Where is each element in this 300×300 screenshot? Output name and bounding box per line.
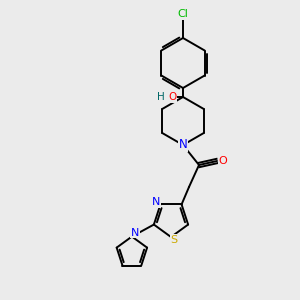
Text: H: H <box>157 92 165 102</box>
Text: N: N <box>178 139 188 152</box>
Text: S: S <box>170 235 178 245</box>
Text: N: N <box>131 228 139 238</box>
Text: Cl: Cl <box>178 9 188 19</box>
Text: O: O <box>219 156 227 166</box>
Text: O: O <box>168 92 176 102</box>
Text: N: N <box>152 197 160 207</box>
